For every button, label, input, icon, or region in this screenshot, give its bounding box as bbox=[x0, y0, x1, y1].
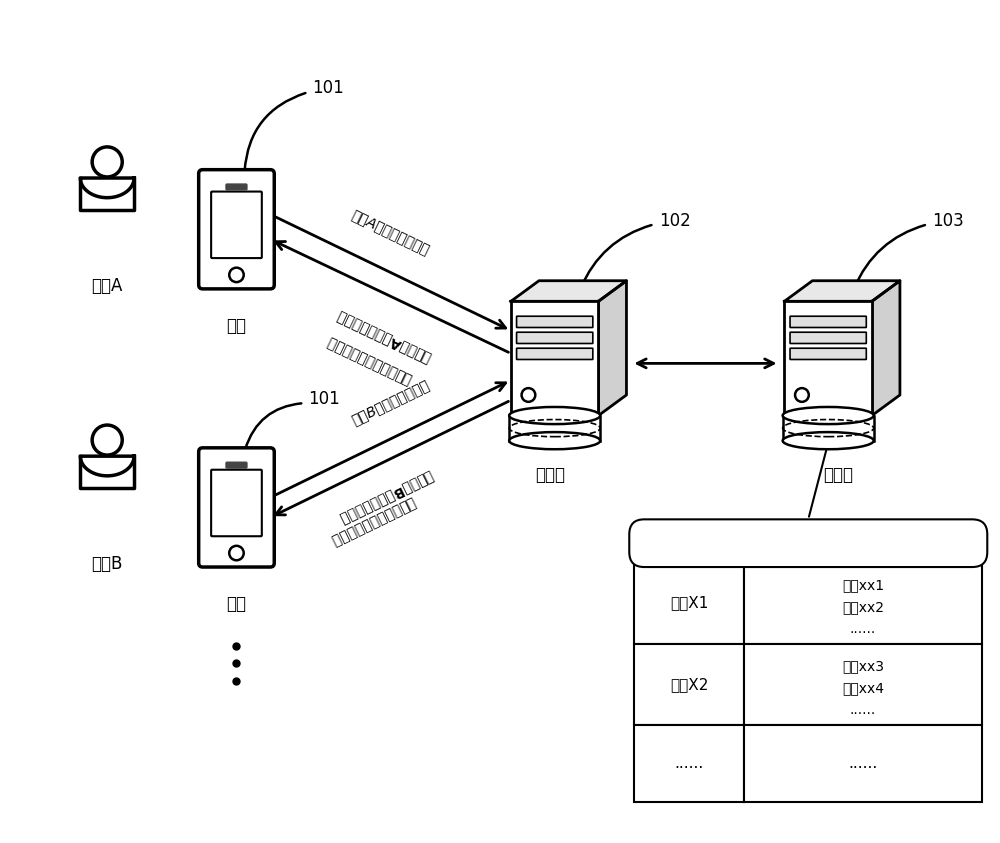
Text: 订单xx3: 订单xx3 bbox=[842, 659, 884, 674]
FancyBboxPatch shape bbox=[211, 191, 262, 258]
Text: 订单xx4: 订单xx4 bbox=[842, 681, 884, 695]
FancyBboxPatch shape bbox=[211, 470, 262, 536]
Text: 用户B: 用户B bbox=[92, 555, 123, 573]
Text: 101: 101 bbox=[308, 390, 340, 408]
FancyBboxPatch shape bbox=[517, 332, 593, 343]
Bar bbox=[634, 643, 744, 725]
Polygon shape bbox=[511, 281, 626, 301]
Text: 数据库: 数据库 bbox=[823, 465, 853, 484]
Text: 终端: 终端 bbox=[226, 317, 246, 335]
Ellipse shape bbox=[509, 432, 600, 449]
Text: ......: ...... bbox=[848, 756, 878, 771]
Text: 用户A: 用户A bbox=[92, 277, 123, 295]
Text: 服务器: 服务器 bbox=[535, 465, 565, 484]
Polygon shape bbox=[784, 281, 900, 301]
Polygon shape bbox=[634, 524, 982, 562]
Text: 用户A的当前场景信息: 用户A的当前场景信息 bbox=[349, 208, 432, 258]
Text: 前场景信息获取的优惠券: 前场景信息获取的优惠券 bbox=[328, 495, 417, 547]
Bar bbox=[744, 725, 982, 803]
Text: 基于用户A的订单集合和当: 基于用户A的订单集合和当 bbox=[333, 309, 432, 365]
Circle shape bbox=[92, 147, 122, 177]
Text: 订单xx1: 订单xx1 bbox=[842, 577, 884, 592]
Bar bbox=[744, 562, 982, 643]
Text: 103: 103 bbox=[933, 212, 964, 230]
FancyBboxPatch shape bbox=[629, 519, 987, 567]
FancyBboxPatch shape bbox=[226, 462, 247, 468]
Polygon shape bbox=[80, 178, 134, 210]
Bar bbox=[634, 725, 744, 803]
FancyBboxPatch shape bbox=[790, 316, 866, 327]
FancyBboxPatch shape bbox=[517, 348, 593, 359]
FancyBboxPatch shape bbox=[199, 169, 274, 289]
FancyBboxPatch shape bbox=[199, 448, 274, 567]
Ellipse shape bbox=[783, 432, 874, 449]
Text: ......: ...... bbox=[674, 756, 704, 771]
Text: 存储: 存储 bbox=[798, 534, 818, 552]
Polygon shape bbox=[872, 281, 900, 416]
Polygon shape bbox=[598, 281, 626, 416]
Bar bbox=[783, 416, 874, 441]
Text: 用户X2: 用户X2 bbox=[670, 677, 708, 692]
Bar bbox=[509, 416, 600, 441]
FancyBboxPatch shape bbox=[226, 184, 247, 190]
FancyBboxPatch shape bbox=[790, 332, 866, 343]
Text: 订单xx2: 订单xx2 bbox=[842, 600, 884, 614]
Text: ......: ...... bbox=[850, 622, 876, 636]
Circle shape bbox=[92, 425, 122, 455]
Text: 终端: 终端 bbox=[226, 595, 246, 613]
Text: 101: 101 bbox=[312, 79, 344, 97]
FancyBboxPatch shape bbox=[517, 316, 593, 327]
Text: 用户B的当前场景信息: 用户B的当前场景信息 bbox=[349, 377, 432, 427]
Text: 基于用户B的订单集合和当: 基于用户B的订单集合和当 bbox=[336, 469, 435, 526]
Text: ......: ...... bbox=[850, 703, 876, 717]
Text: 102: 102 bbox=[659, 212, 691, 230]
Bar bbox=[634, 562, 744, 643]
Bar bbox=[511, 301, 598, 416]
FancyBboxPatch shape bbox=[790, 348, 866, 359]
Bar bbox=[744, 643, 982, 725]
Ellipse shape bbox=[783, 407, 874, 424]
Ellipse shape bbox=[509, 407, 600, 424]
Bar bbox=[784, 301, 872, 416]
Text: 用户X1: 用户X1 bbox=[670, 595, 708, 610]
Text: 前场景信息获取的优惠券: 前场景信息获取的优惠券 bbox=[324, 334, 413, 386]
Polygon shape bbox=[80, 456, 134, 488]
